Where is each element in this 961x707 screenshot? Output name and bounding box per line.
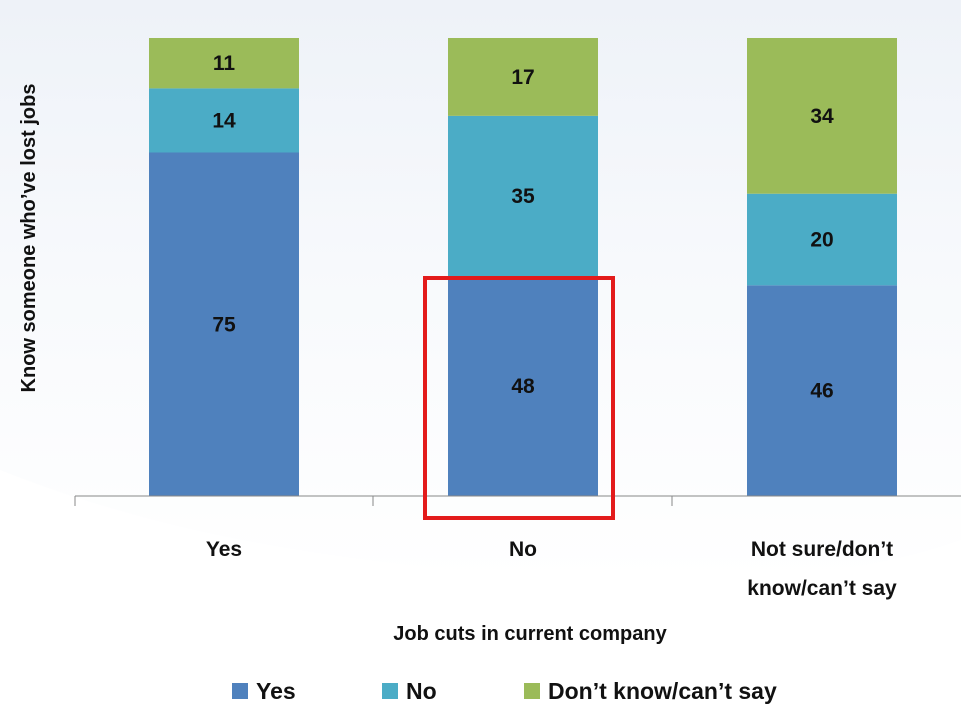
- x-axis-title: Job cuts in current company: [393, 623, 667, 645]
- bar-segment-yes-cat-3: [747, 285, 897, 496]
- data-label-yes-cat-2: 48: [511, 375, 535, 398]
- data-label-yes-cat-1: 75: [212, 313, 236, 336]
- legend-label-no: No: [406, 678, 437, 704]
- data-label-no-cat-1: 14: [212, 109, 236, 132]
- bar-segment-don-t-know-can-t-say-cat-1: [149, 38, 299, 89]
- legend-label-yes: Yes: [256, 678, 296, 704]
- category-label-2: No: [509, 538, 537, 561]
- legend-swatch-don-t-know-can-t-say: [524, 683, 540, 699]
- data-label-no-cat-2: 35: [511, 185, 535, 208]
- data-label-don-t-know-can-t-say-cat-3: 34: [810, 105, 834, 128]
- legend-swatch-yes: [232, 683, 248, 699]
- category-label-3: Not sure/don’t know/can’t say: [747, 538, 897, 600]
- data-label-yes-cat-3: 46: [810, 380, 833, 403]
- legend-label-don-t-know-can-t-say: Don’t know/can’t say: [548, 678, 777, 704]
- bar-segment-don-t-know-can-t-say-cat-2: [448, 38, 598, 116]
- bar-segment-no-cat-2: [448, 115, 598, 277]
- data-label-no-cat-3: 20: [810, 229, 833, 252]
- legend-swatch-no: [382, 683, 398, 699]
- bar-segment-yes-cat-2: [448, 276, 598, 496]
- bars-layer: [149, 38, 897, 496]
- bar-segment-no-cat-3: [747, 193, 897, 286]
- category-labels-layer: Yes No Not sure/don’t know/can’t say: [206, 538, 897, 600]
- legend: Yes No Don’t know/can’t say: [232, 678, 777, 704]
- highlight-box: [423, 276, 615, 520]
- category-label-1: Yes: [206, 538, 242, 561]
- bar-segment-no-cat-1: [149, 88, 299, 153]
- data-label-don-t-know-can-t-say-cat-2: 17: [511, 66, 534, 89]
- bar-labels-layer: 75 14 11 48 35 17 46 20 34: [212, 52, 834, 402]
- y-axis-title: Know someone who’ve lost jobs: [18, 84, 40, 393]
- bar-segment-don-t-know-can-t-say-cat-3: [747, 38, 897, 194]
- x-ticks-layer: [74, 496, 673, 506]
- bar-segment-yes-cat-1: [149, 152, 299, 496]
- data-label-don-t-know-can-t-say-cat-1: 11: [213, 52, 236, 75]
